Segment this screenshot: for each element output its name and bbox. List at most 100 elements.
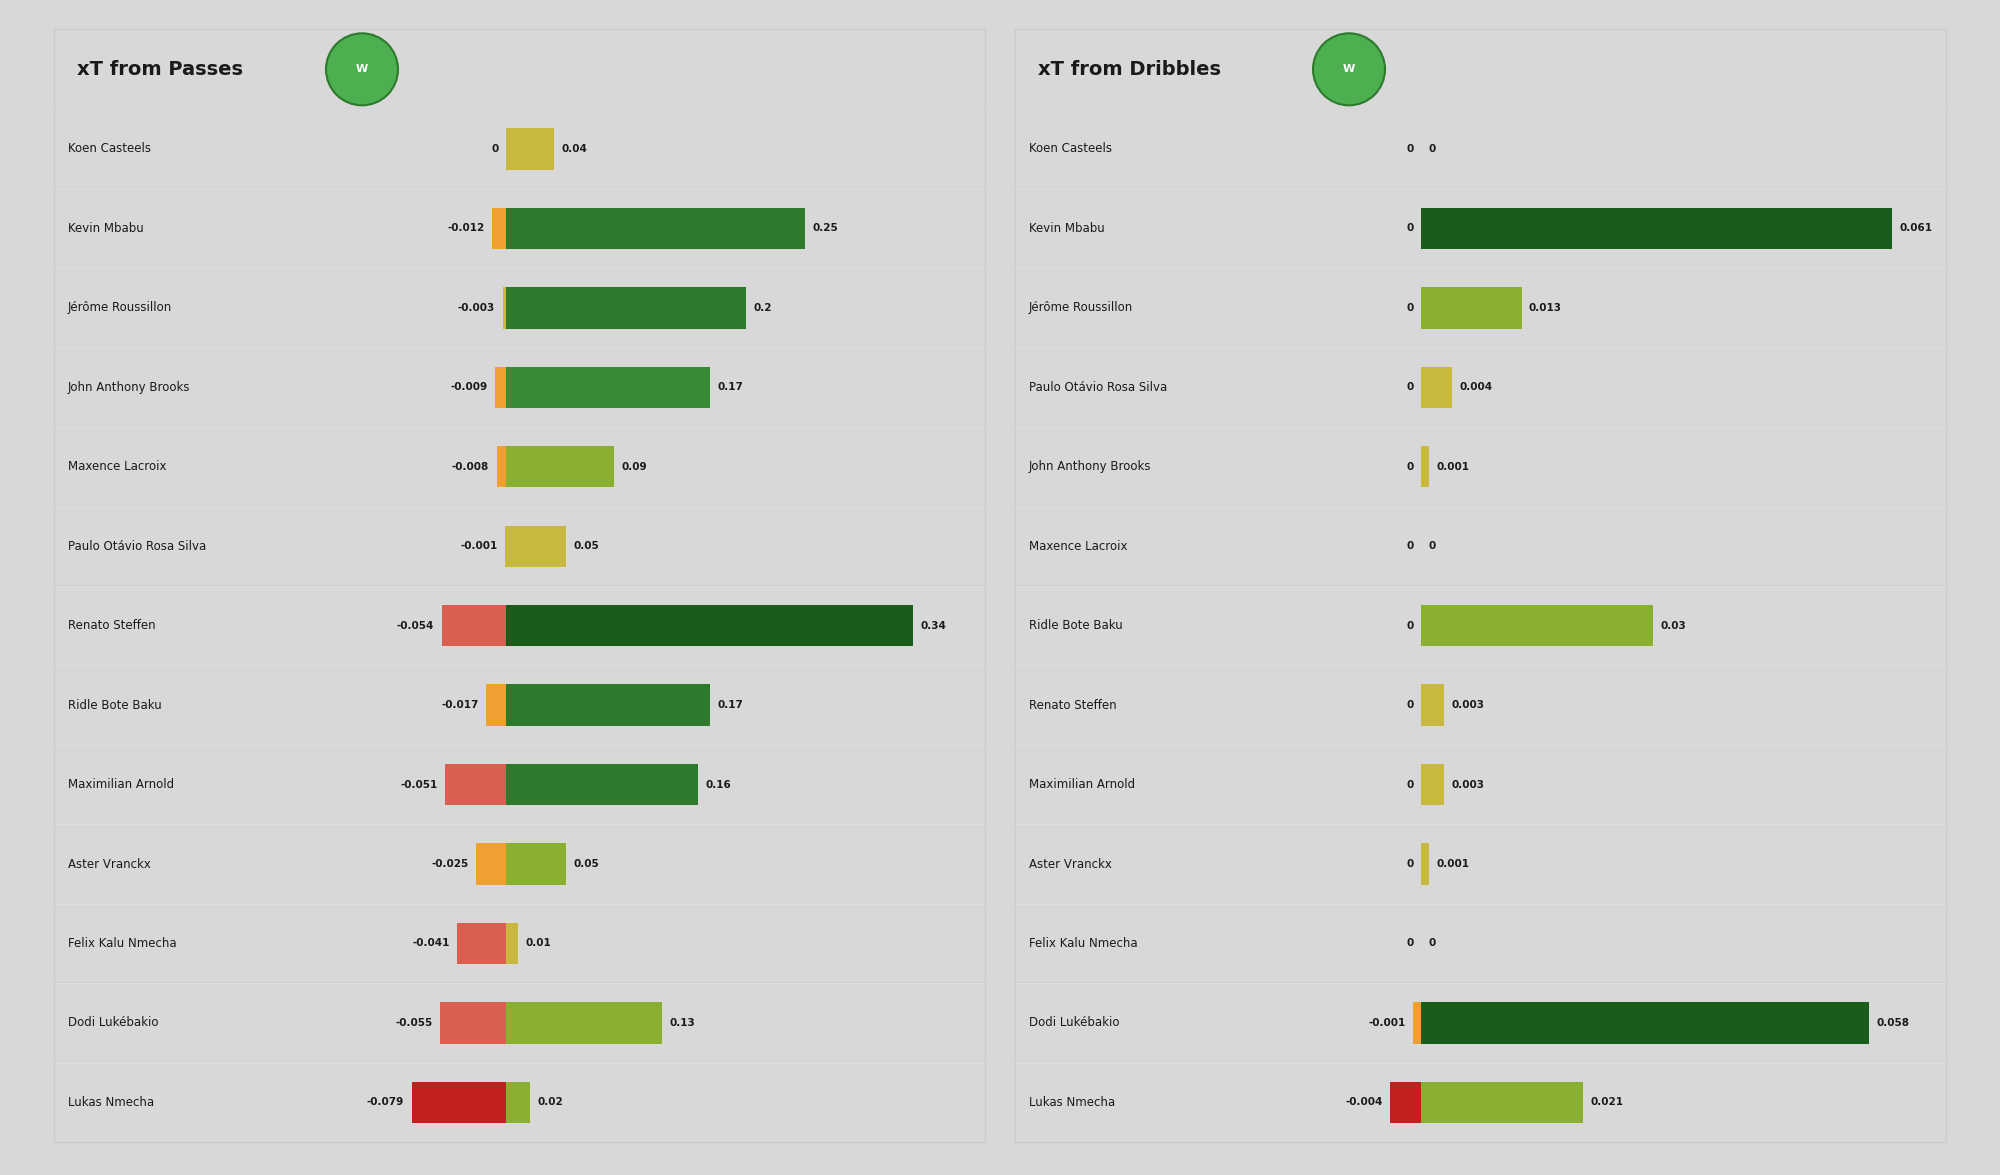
Text: 0.01: 0.01 bbox=[526, 939, 552, 948]
Text: -0.041: -0.041 bbox=[412, 939, 450, 948]
Text: Maxence Lacroix: Maxence Lacroix bbox=[68, 461, 166, 474]
Text: 0.34: 0.34 bbox=[920, 620, 946, 631]
Text: xT from Dribbles: xT from Dribbles bbox=[1038, 60, 1222, 79]
Text: -0.025: -0.025 bbox=[432, 859, 468, 870]
Text: Felix Kalu Nmecha: Felix Kalu Nmecha bbox=[1028, 936, 1138, 949]
Text: xT from Passes: xT from Passes bbox=[78, 60, 244, 79]
Text: Aster Vranckx: Aster Vranckx bbox=[1028, 858, 1112, 871]
Bar bbox=[1390, 1082, 1422, 1123]
Bar bbox=[1422, 367, 1452, 408]
Text: 0: 0 bbox=[1428, 542, 1436, 551]
Text: -0.001: -0.001 bbox=[1368, 1018, 1406, 1028]
Bar bbox=[442, 605, 506, 646]
Text: Renato Steffen: Renato Steffen bbox=[1028, 699, 1116, 712]
Text: 0.021: 0.021 bbox=[1590, 1097, 1624, 1107]
Text: Jérôme Roussillon: Jérôme Roussillon bbox=[68, 302, 172, 315]
Bar bbox=[446, 764, 506, 805]
Text: John Anthony Brooks: John Anthony Brooks bbox=[68, 381, 190, 394]
Text: 0.2: 0.2 bbox=[754, 303, 772, 313]
Text: -0.055: -0.055 bbox=[396, 1018, 432, 1028]
Bar bbox=[496, 446, 506, 488]
Text: 0: 0 bbox=[1406, 303, 1414, 313]
Bar bbox=[1422, 844, 1428, 885]
Text: 0: 0 bbox=[1406, 382, 1414, 392]
Text: Maximilian Arnold: Maximilian Arnold bbox=[68, 778, 174, 791]
Bar bbox=[1414, 1002, 1422, 1043]
Text: 0.003: 0.003 bbox=[1452, 779, 1484, 790]
Bar bbox=[1422, 446, 1428, 488]
Text: 0.001: 0.001 bbox=[1436, 859, 1470, 870]
Text: 0.25: 0.25 bbox=[812, 223, 838, 234]
Text: -0.017: -0.017 bbox=[442, 700, 478, 710]
Text: 0: 0 bbox=[1406, 620, 1414, 631]
Text: John Anthony Brooks: John Anthony Brooks bbox=[1028, 461, 1152, 474]
Text: -0.079: -0.079 bbox=[366, 1097, 404, 1107]
Text: Kevin Mbabu: Kevin Mbabu bbox=[1028, 222, 1104, 235]
Bar bbox=[1422, 1082, 1584, 1123]
Text: 0.17: 0.17 bbox=[718, 700, 744, 710]
Text: 0.061: 0.061 bbox=[1900, 223, 1932, 234]
Text: 0: 0 bbox=[1406, 779, 1414, 790]
Bar bbox=[1422, 208, 1892, 249]
Text: 0: 0 bbox=[1406, 223, 1414, 234]
Text: Maxence Lacroix: Maxence Lacroix bbox=[1028, 539, 1128, 552]
Text: 0: 0 bbox=[1406, 859, 1414, 870]
Text: 0.16: 0.16 bbox=[706, 779, 730, 790]
Text: 0: 0 bbox=[1406, 939, 1414, 948]
Text: Kevin Mbabu: Kevin Mbabu bbox=[68, 222, 144, 235]
Text: Lukas Nmecha: Lukas Nmecha bbox=[1028, 1096, 1116, 1109]
Text: 0: 0 bbox=[1406, 145, 1414, 154]
Text: -0.008: -0.008 bbox=[452, 462, 490, 472]
Text: Koen Casteels: Koen Casteels bbox=[1028, 142, 1112, 155]
Text: Dodi Lukébakio: Dodi Lukébakio bbox=[1028, 1016, 1120, 1029]
Text: 0: 0 bbox=[1428, 145, 1436, 154]
Bar bbox=[1422, 605, 1652, 646]
Text: 0.058: 0.058 bbox=[1876, 1018, 1910, 1028]
Text: 0.003: 0.003 bbox=[1452, 700, 1484, 710]
Text: 0.04: 0.04 bbox=[562, 145, 588, 154]
Bar bbox=[506, 1082, 530, 1123]
Text: Felix Kalu Nmecha: Felix Kalu Nmecha bbox=[68, 936, 176, 949]
Text: 0.001: 0.001 bbox=[1436, 462, 1470, 472]
Text: W: W bbox=[356, 65, 368, 74]
Text: Paulo Otávio Rosa Silva: Paulo Otávio Rosa Silva bbox=[68, 539, 206, 552]
Bar bbox=[506, 764, 698, 805]
Bar bbox=[506, 685, 710, 726]
Bar bbox=[506, 525, 566, 566]
Text: Ridle Bote Baku: Ridle Bote Baku bbox=[1028, 619, 1122, 632]
Text: 0.03: 0.03 bbox=[1660, 620, 1686, 631]
Text: Koen Casteels: Koen Casteels bbox=[68, 142, 150, 155]
Text: 0.05: 0.05 bbox=[574, 542, 600, 551]
Text: Aster Vranckx: Aster Vranckx bbox=[68, 858, 150, 871]
Bar bbox=[506, 208, 806, 249]
Text: 0: 0 bbox=[1406, 700, 1414, 710]
Bar bbox=[506, 1002, 662, 1043]
Bar bbox=[492, 208, 506, 249]
Text: -0.003: -0.003 bbox=[458, 303, 496, 313]
Text: Renato Steffen: Renato Steffen bbox=[68, 619, 156, 632]
Text: -0.054: -0.054 bbox=[396, 620, 434, 631]
Bar bbox=[1422, 764, 1444, 805]
Bar bbox=[458, 922, 506, 965]
Bar bbox=[476, 844, 506, 885]
Text: 0: 0 bbox=[1406, 462, 1414, 472]
Text: Lukas Nmecha: Lukas Nmecha bbox=[68, 1096, 154, 1109]
Text: -0.051: -0.051 bbox=[400, 779, 438, 790]
Text: -0.009: -0.009 bbox=[450, 382, 488, 392]
Bar bbox=[412, 1082, 506, 1123]
Bar bbox=[496, 367, 506, 408]
Text: Ridle Bote Baku: Ridle Bote Baku bbox=[68, 699, 162, 712]
Bar bbox=[1422, 287, 1522, 329]
Bar bbox=[502, 287, 506, 329]
Text: -0.012: -0.012 bbox=[448, 223, 484, 234]
Text: Maximilian Arnold: Maximilian Arnold bbox=[1028, 778, 1136, 791]
Text: 0: 0 bbox=[1406, 542, 1414, 551]
Bar bbox=[506, 844, 566, 885]
Text: 0.09: 0.09 bbox=[622, 462, 648, 472]
Text: 0.13: 0.13 bbox=[670, 1018, 696, 1028]
Text: 0.02: 0.02 bbox=[538, 1097, 564, 1107]
Bar bbox=[506, 128, 554, 169]
Bar bbox=[506, 922, 518, 965]
Text: 0.004: 0.004 bbox=[1460, 382, 1492, 392]
Text: Dodi Lukébakio: Dodi Lukébakio bbox=[68, 1016, 158, 1029]
